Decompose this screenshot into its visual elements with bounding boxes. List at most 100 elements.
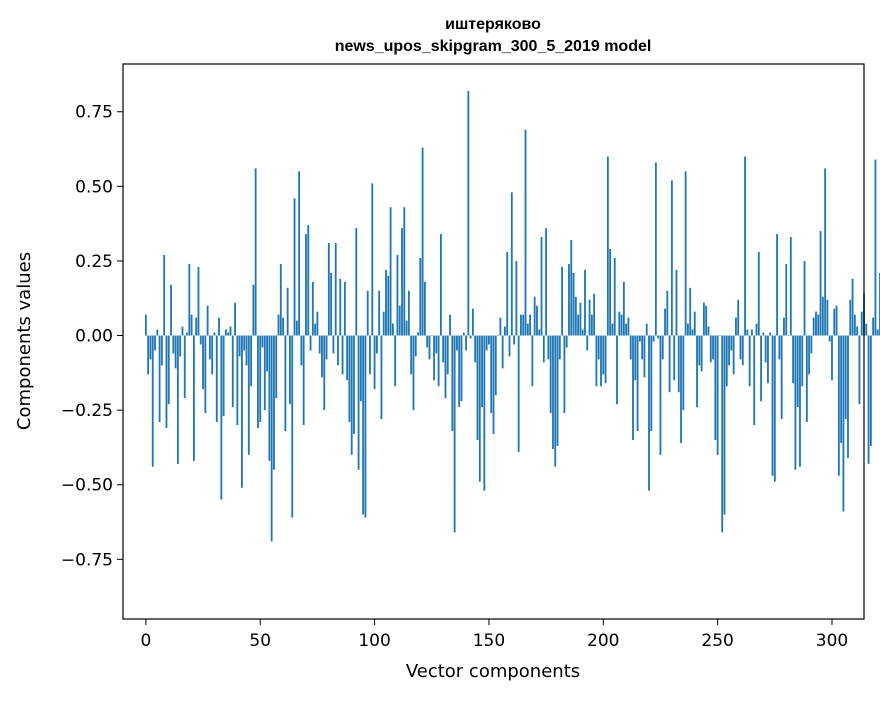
bar-29 [211,335,214,375]
bar-104 [382,311,385,336]
x-tick-label-6: 300 [816,631,848,651]
y-tick-label-4: 0.25 [75,252,113,272]
bar-298 [826,299,829,336]
bar-196 [593,293,596,336]
bar-222 [652,335,655,342]
y-tick-label-2: −0.25 [61,401,113,421]
bar-31 [215,335,218,423]
bar-182 [561,266,564,336]
y-tick-label-1: −0.50 [61,476,113,496]
bar-124 [428,335,431,360]
bar-32 [218,317,220,336]
bar-39 [234,302,236,336]
bar-229 [668,335,671,393]
bar-96 [364,335,367,518]
bar-21 [192,335,195,461]
bar-139 [462,332,465,336]
bar-10 [167,335,170,405]
bar-36 [227,332,230,336]
bar-44 [245,335,248,366]
bar-138 [460,335,463,402]
y-axis-label: Components values [14,252,35,430]
bar-240 [693,311,696,336]
bar-179 [554,335,557,467]
bar-275 [773,335,776,482]
bar-190 [579,302,582,336]
bar-116 [410,335,413,375]
bar-1 [147,335,150,375]
bar-207 [618,311,621,336]
bar-191 [581,329,584,336]
bar-209 [622,281,625,336]
bar-236 [684,171,687,336]
bar-316 [867,335,870,464]
bar-232 [675,269,678,336]
bar-160 [510,192,513,336]
bar-5 [156,329,159,336]
bar-186 [570,240,573,336]
bar-183 [563,335,566,414]
bar-218 [643,335,646,378]
bar-170 [533,296,536,336]
bar-17 [183,335,186,399]
bar-50 [259,335,262,423]
x-tick-label-5: 250 [701,631,733,651]
bar-237 [686,323,689,336]
bar-294 [817,314,820,336]
bar-317 [869,335,872,446]
bar-299 [828,335,831,342]
bar-305 [842,335,845,512]
bar-214 [634,335,637,381]
bar-169 [531,335,534,387]
bar-213 [632,335,634,440]
bar-34 [222,335,225,417]
bar-159 [508,335,511,357]
bar-81 [330,272,333,336]
bar-77 [321,335,323,378]
y-tick-label-6: 0.75 [75,103,113,123]
bar-315 [865,323,868,336]
bar-121 [421,147,424,336]
bar-211 [627,317,630,336]
bar-76 [318,335,321,354]
bar-80 [327,243,330,336]
bar-203 [609,249,612,336]
bar-111 [398,305,401,336]
bar-162 [515,260,518,336]
bar-23 [197,266,200,336]
bar-163 [517,335,520,452]
bar-151 [490,335,493,414]
bar-126 [433,335,435,381]
bar-68 [300,335,303,366]
bar-200 [602,335,605,375]
bar-270 [762,332,765,336]
bar-215 [636,335,639,432]
chart-title-line-1: иштеряково [445,16,541,33]
bar-302 [835,305,838,336]
bar-257 [732,335,735,375]
bar-125 [430,335,433,337]
bar-273 [769,332,772,336]
bar-286 [799,335,801,467]
bar-247 [709,335,712,363]
bar-309 [851,278,854,336]
bar-113 [403,207,406,336]
bar-238 [689,287,692,336]
bar-108 [391,323,394,336]
bar-288 [803,260,806,336]
bar-176 [547,335,550,360]
bar-7 [160,335,163,366]
bar-140 [465,335,467,351]
bar-274 [771,335,774,476]
bar-69 [302,335,305,426]
bar-89 [348,335,351,423]
bar-91 [353,335,355,434]
bar-73 [311,281,314,336]
bar-147 [481,335,483,408]
bar-61 [284,335,287,432]
bar-133 [449,314,451,336]
bar-134 [451,335,454,432]
y-tick-label-0: −0.75 [61,550,113,570]
